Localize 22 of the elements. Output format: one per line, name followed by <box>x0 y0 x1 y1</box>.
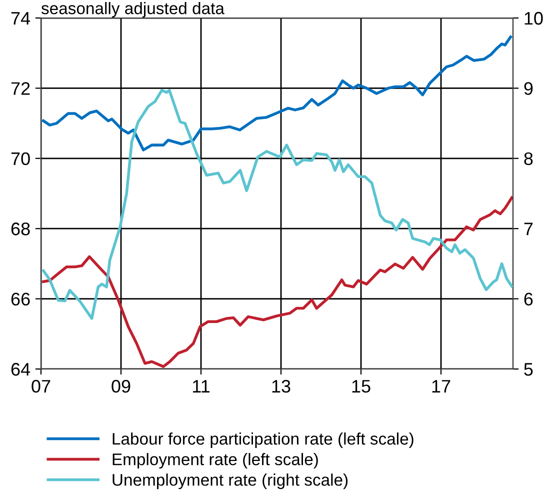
legend-label: Labour force participation rate (left scale) <box>112 432 414 448</box>
legend-label: Employment rate (left scale) <box>112 453 318 469</box>
y2-tick-label: 9 <box>524 82 533 95</box>
y2-tick-label: 7 <box>524 222 533 236</box>
x-tick-label: 07 <box>32 380 50 393</box>
y2-tick-label: 6 <box>524 292 533 306</box>
x-tick-label: 09 <box>112 380 130 393</box>
y2-tick-label: 10 <box>524 12 543 25</box>
x-tick-label: 13 <box>272 380 290 393</box>
chart-subtitle: seasonally adjusted data <box>41 2 224 18</box>
y-tick-label: 64 <box>11 362 30 376</box>
y2-tick-label: 5 <box>524 363 533 376</box>
y-tick-label: 74 <box>11 12 30 25</box>
y-tick-label: 66 <box>11 292 30 306</box>
x-tick-label: 17 <box>432 380 450 392</box>
legend-label: Unemployment rate (right scale) <box>112 474 348 490</box>
y-tick-label: 70 <box>11 152 30 166</box>
y-tick-label: 68 <box>11 222 30 236</box>
x-tick-label: 11 <box>193 380 210 392</box>
x-tick-label: 15 <box>352 380 370 393</box>
y-tick-label: 72 <box>11 82 30 95</box>
y2-tick-label: 8 <box>524 152 533 166</box>
